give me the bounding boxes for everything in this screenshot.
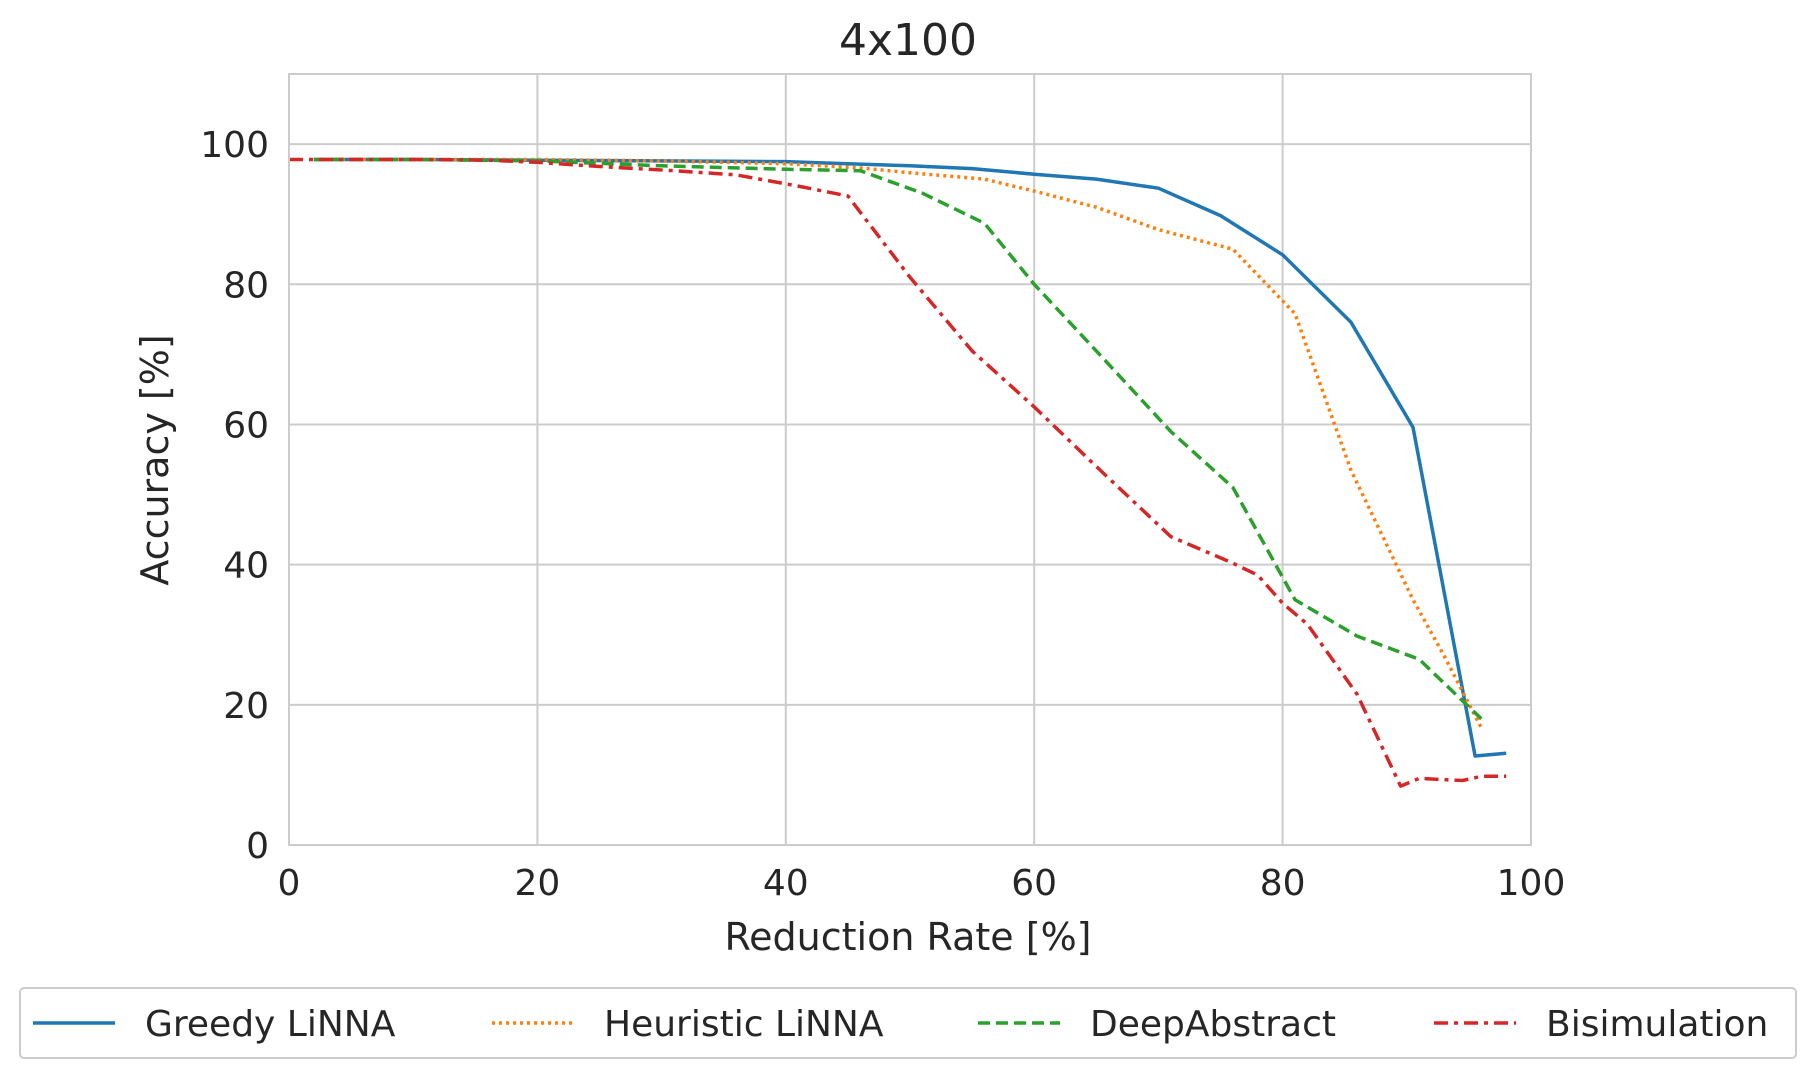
x-tick-label: 0 — [278, 863, 301, 904]
y-tick-label: 40 — [223, 546, 269, 587]
y-axis-title: Accuracy [%] — [133, 334, 177, 585]
y-tick-label: 80 — [223, 265, 269, 306]
x-tick-label: 20 — [514, 863, 560, 904]
x-axis-title: Reduction Rate [%] — [724, 915, 1091, 959]
series-line-greedy-linna — [313, 157, 1507, 758]
y-tick-label: 100 — [200, 125, 269, 166]
series-line-heuristic-linna — [313, 157, 1483, 729]
y-tick-label: 20 — [223, 686, 269, 727]
y-tick-label: 60 — [223, 405, 269, 446]
legend-label: DeepAbstract — [1090, 1004, 1336, 1045]
legend-frame — [19, 987, 1797, 1059]
series-layer — [289, 157, 1507, 788]
plot-frame — [288, 73, 1532, 846]
tick-labels: 0 20 40 60 80 100 0 20 40 60 80 100 — [200, 125, 1565, 904]
legend-label: Greedy LiNNA — [145, 1004, 396, 1045]
x-tick-label: 40 — [763, 863, 809, 904]
legend: Greedy LiNNA Heuristic LiNNA DeepAbstract B… — [19, 987, 1797, 1059]
series-line-bisimulation — [289, 157, 1507, 788]
x-tick-label: 80 — [1260, 863, 1306, 904]
x-tick-label: 100 — [1497, 863, 1566, 904]
legend-label: Bisimulation — [1546, 1004, 1768, 1045]
y-tick-label: 0 — [246, 826, 269, 867]
chart-title: 4x100 — [839, 15, 977, 66]
series-line-deepabstract — [313, 157, 1483, 721]
x-tick-label: 60 — [1011, 863, 1057, 904]
legend-label: Heuristic LiNNA — [604, 1004, 884, 1045]
